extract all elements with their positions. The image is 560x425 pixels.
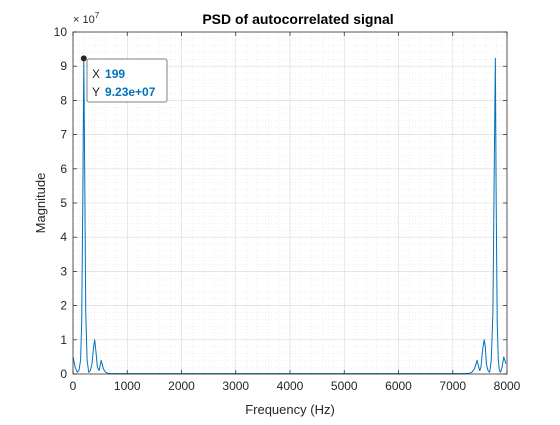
- y-tick-label: 8: [60, 93, 67, 107]
- x-tick-label: 2000: [168, 379, 195, 393]
- y-tick-label: 0: [60, 367, 67, 381]
- y-tick-label: 4: [60, 230, 67, 244]
- chart-title: PSD of autocorrelated signal: [202, 11, 393, 27]
- datatip-x-row: X 199: [92, 67, 125, 81]
- y-tick-label: 3: [60, 264, 67, 278]
- y-tick-labels: 0 1 2 3 4 5 6 7 8 9 10: [54, 25, 68, 381]
- y-tick-label: 1: [60, 333, 67, 347]
- datatip-y-row: Y 9.23e+07: [92, 85, 156, 99]
- datatip-y-value: 9.23e+07: [105, 85, 156, 99]
- y-tick-label: 7: [60, 128, 67, 142]
- y-tick-label: 5: [60, 196, 67, 210]
- y-exponent-base: × 10: [73, 14, 95, 26]
- x-tick-label: 5000: [331, 379, 358, 393]
- y-tick-label: 2: [60, 299, 67, 313]
- x-tick-label: 4000: [277, 379, 304, 393]
- x-tick-label: 6000: [385, 379, 412, 393]
- tick-marks: [72, 31, 508, 375]
- datatip-x-label: X: [92, 67, 100, 81]
- y-tick-label: 6: [60, 162, 67, 176]
- x-tick-label: 1000: [114, 379, 141, 393]
- y-tick-label: 10: [54, 25, 68, 39]
- y-tick-label: 9: [60, 59, 67, 73]
- x-tick-labels: 0 1000 2000 3000 4000 5000 6000 7000 8000: [70, 379, 521, 393]
- datatip-y-label: Y: [92, 85, 100, 99]
- x-axis-label: Frequency (Hz): [245, 402, 335, 417]
- y-exponent-power: 7: [95, 11, 100, 20]
- x-tick-label: 0: [70, 379, 77, 393]
- datatip-x-value: 199: [105, 67, 125, 81]
- datatip-box: [86, 58, 168, 103]
- datatip[interactable]: X 199 Y 9.23e+07: [80, 55, 168, 103]
- y-axis-exponent: × 107: [73, 11, 100, 26]
- y-axis-label: Magnitude: [33, 173, 48, 234]
- x-tick-label: 3000: [222, 379, 249, 393]
- x-tick-label: 7000: [439, 379, 466, 393]
- datatip-marker[interactable]: [80, 55, 87, 62]
- x-tick-label: 8000: [494, 379, 521, 393]
